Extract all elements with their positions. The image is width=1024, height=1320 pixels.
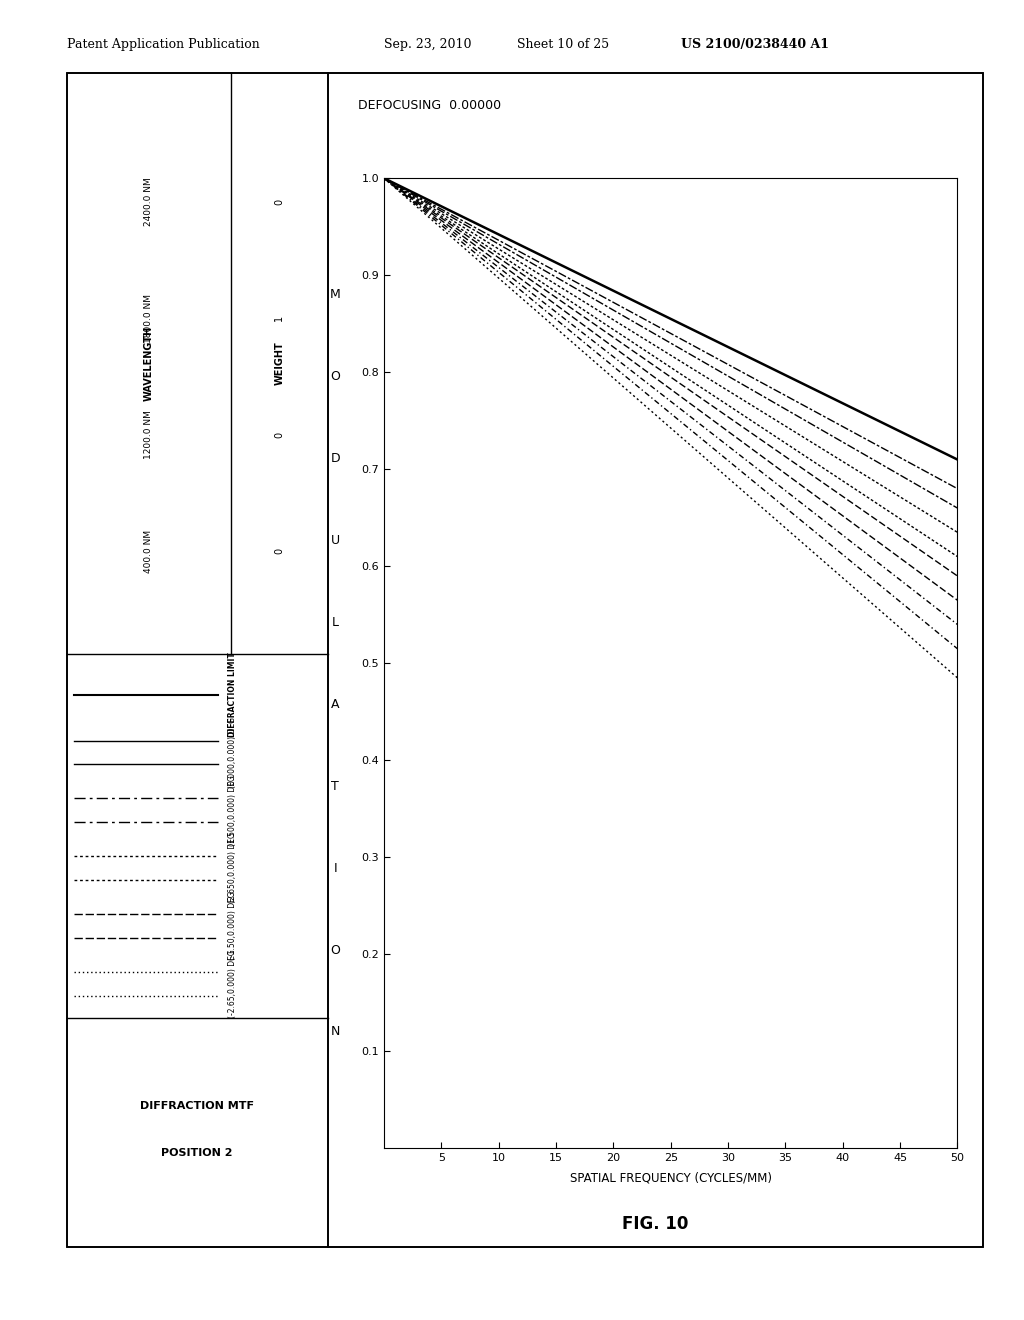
Text: D: D xyxy=(331,451,340,465)
Text: 2400.0 NM: 2400.0 NM xyxy=(144,178,154,227)
Text: (-1.50,0.000) DEG: (-1.50,0.000) DEG xyxy=(228,891,238,960)
Text: L: L xyxy=(332,616,339,628)
Text: (1.500,0.000) DEG: (1.500,0.000) DEG xyxy=(228,775,238,846)
Text: 1200.0 NM: 1200.0 NM xyxy=(144,411,154,459)
Text: 400.0 NM: 400.0 NM xyxy=(144,529,154,573)
Text: 1: 1 xyxy=(274,315,285,322)
Text: WEIGHT: WEIGHT xyxy=(274,342,285,385)
X-axis label: SPATIAL FREQUENCY (CYCLES/MM): SPATIAL FREQUENCY (CYCLES/MM) xyxy=(569,1172,772,1184)
Text: (-2.65,0.000) DEG: (-2.65,0.000) DEG xyxy=(228,949,238,1018)
Text: (0.000,0.000) DEG: (0.000,0.000) DEG xyxy=(228,717,238,788)
Text: 0: 0 xyxy=(274,548,285,554)
Text: U: U xyxy=(331,533,340,546)
Text: FIG. 10: FIG. 10 xyxy=(623,1214,688,1233)
Text: DEFOCUSING  0.00000: DEFOCUSING 0.00000 xyxy=(358,99,502,112)
Text: WAVELENGTH: WAVELENGTH xyxy=(143,326,154,401)
Text: I: I xyxy=(334,862,337,875)
Text: DIFFRACTION LIMIT: DIFFRACTION LIMIT xyxy=(228,652,238,737)
Text: M: M xyxy=(330,288,341,301)
Text: (2.650,0.000) DEG: (2.650,0.000) DEG xyxy=(228,833,238,903)
Text: 0: 0 xyxy=(274,432,285,438)
Text: DIFFRACTION MTF: DIFFRACTION MTF xyxy=(140,1101,254,1111)
Text: US 2100/0238440 A1: US 2100/0238440 A1 xyxy=(681,38,829,51)
Text: 0: 0 xyxy=(274,199,285,205)
Text: A: A xyxy=(331,698,340,710)
Text: T: T xyxy=(332,780,339,793)
Text: N: N xyxy=(331,1026,340,1039)
Text: O: O xyxy=(331,370,340,383)
Text: Sep. 23, 2010: Sep. 23, 2010 xyxy=(384,38,471,51)
Text: O: O xyxy=(331,944,340,957)
Text: Sheet 10 of 25: Sheet 10 of 25 xyxy=(517,38,609,51)
Text: Patent Application Publication: Patent Application Publication xyxy=(67,38,259,51)
Text: POSITION 2: POSITION 2 xyxy=(162,1147,232,1158)
Text: 1800.0 NM: 1800.0 NM xyxy=(144,294,154,343)
